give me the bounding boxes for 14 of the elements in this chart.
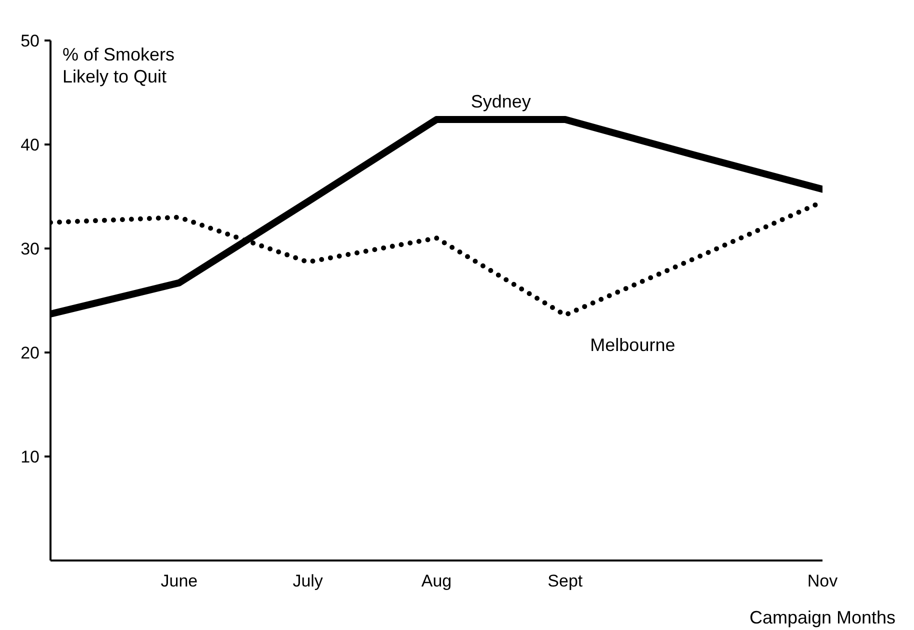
y-tick-label: 10 <box>20 448 40 466</box>
series-label: Melbourne <box>590 335 676 356</box>
x-tick-label: Nov <box>807 572 838 590</box>
y-tick-label: 30 <box>20 240 40 258</box>
series-label: Sydney <box>470 92 531 112</box>
y-tick-label: 50 <box>20 32 40 50</box>
x-tick-label: June <box>160 572 198 590</box>
y-tick-label: 20 <box>20 344 40 362</box>
y-axis-title: % of Smokers Likely to Quit <box>62 44 175 86</box>
x-tick-label: Sept <box>548 572 583 590</box>
x-tick-label: Aug <box>421 572 452 590</box>
y-tick-label: 40 <box>20 136 40 154</box>
x-tick-label: July <box>292 572 324 590</box>
x-axis-title: Campaign Months <box>749 608 896 628</box>
